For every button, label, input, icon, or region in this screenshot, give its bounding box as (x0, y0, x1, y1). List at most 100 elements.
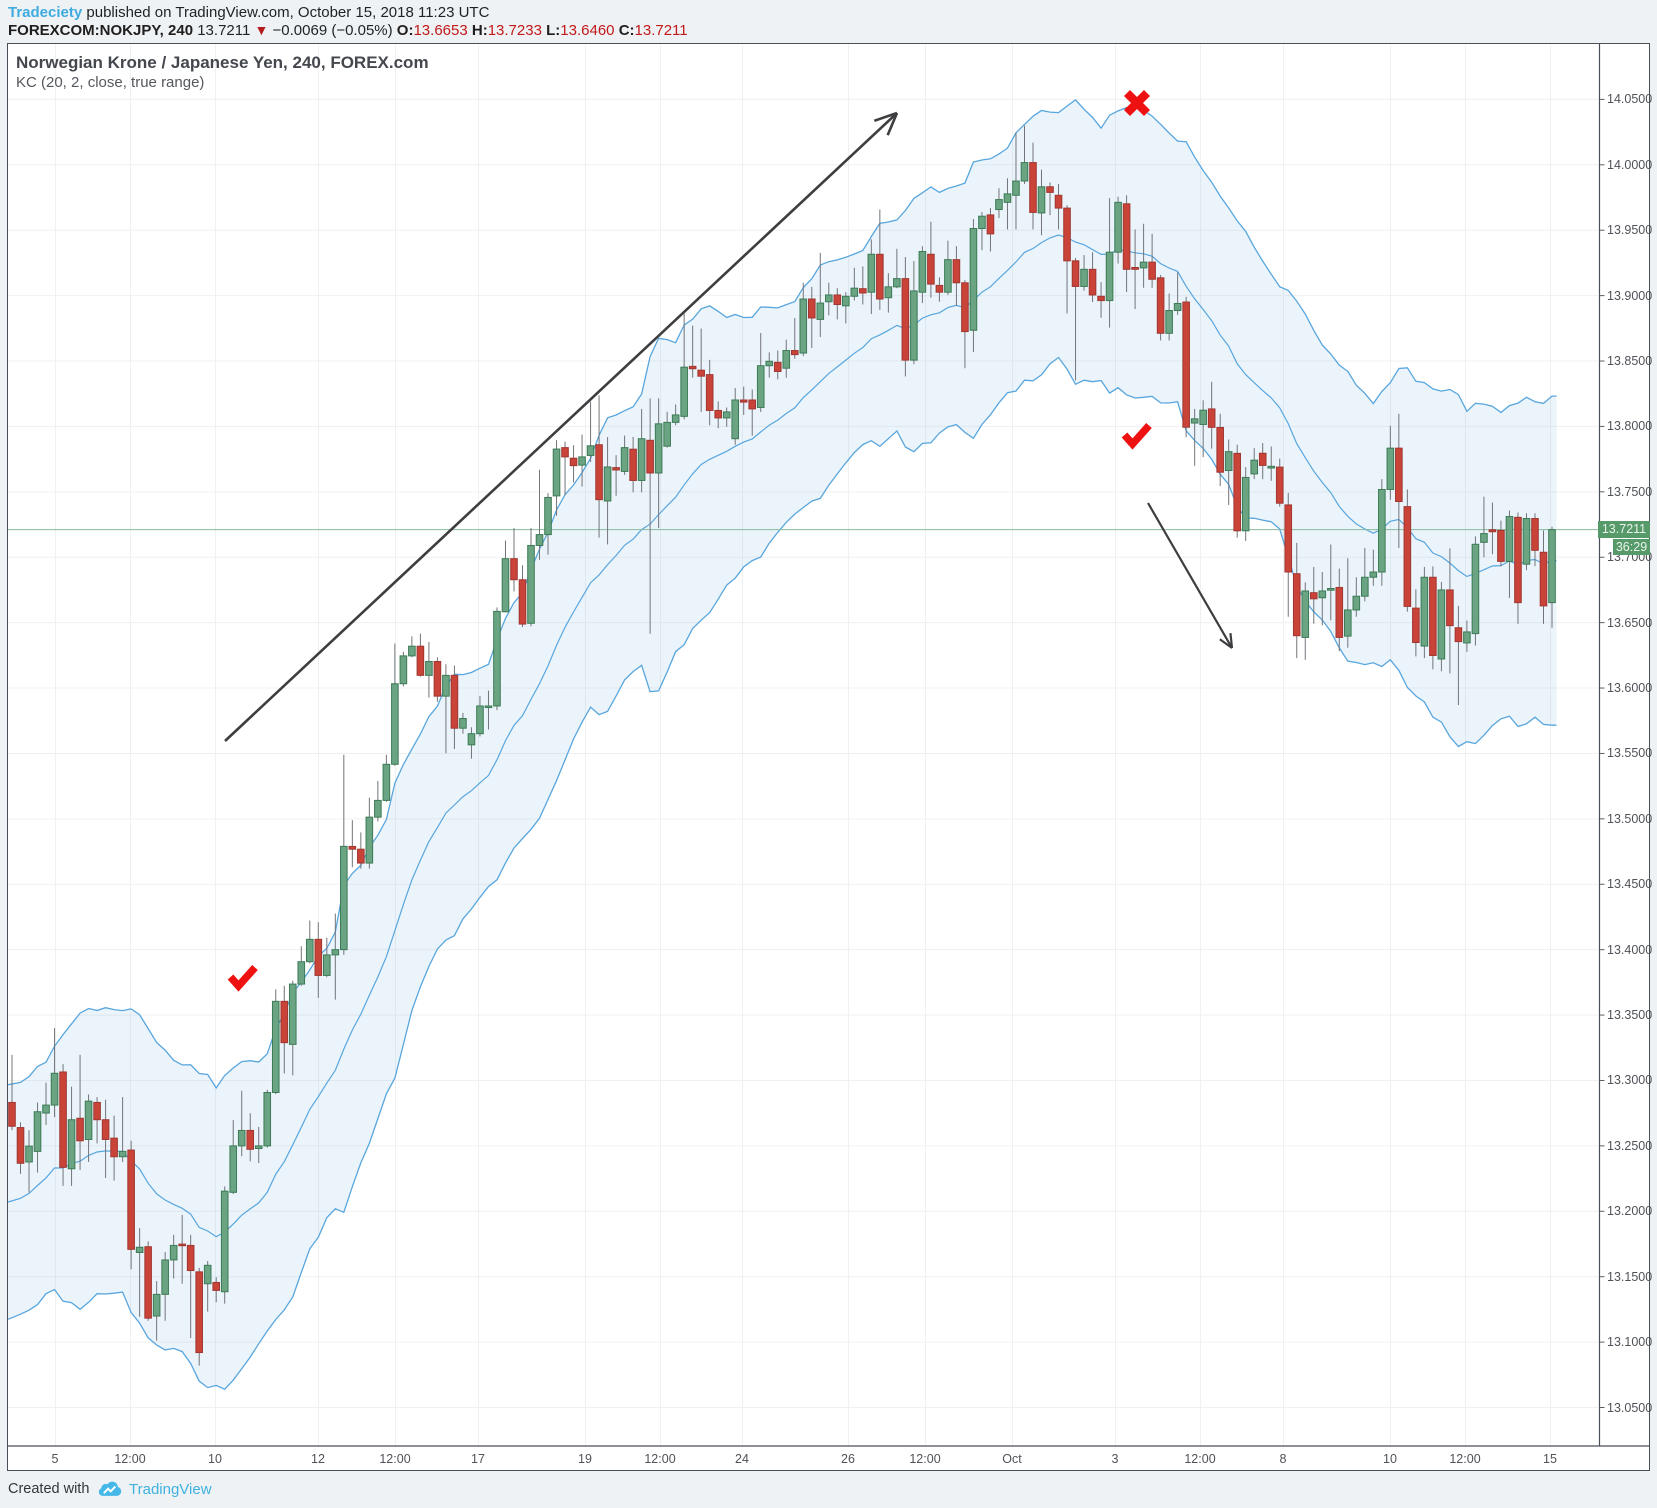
candle[interactable] (1190, 418, 1199, 424)
candle[interactable] (1420, 576, 1429, 647)
candle[interactable] (1386, 447, 1395, 490)
candle[interactable] (135, 1246, 144, 1253)
candle[interactable] (918, 251, 927, 293)
candle[interactable] (1437, 589, 1446, 660)
candle[interactable] (16, 1127, 25, 1164)
candle[interactable] (739, 399, 748, 403)
candle[interactable] (527, 544, 535, 624)
candle[interactable] (1139, 261, 1148, 269)
candle[interactable] (671, 414, 680, 423)
candle[interactable] (961, 282, 969, 333)
candle[interactable] (1207, 408, 1216, 428)
candle[interactable] (195, 1271, 203, 1354)
candle[interactable] (1148, 261, 1156, 280)
candle[interactable] (842, 295, 850, 307)
candle[interactable] (978, 215, 986, 230)
candle[interactable] (884, 286, 893, 299)
candle[interactable] (1505, 516, 1514, 562)
candle[interactable] (433, 660, 442, 697)
candle[interactable] (688, 365, 697, 370)
candle[interactable] (807, 298, 816, 319)
candle[interactable] (629, 448, 637, 481)
candle[interactable] (1446, 589, 1454, 627)
candle[interactable] (867, 253, 876, 293)
tradingview-brand-link[interactable]: TradingView (129, 1481, 212, 1498)
candle[interactable] (1480, 533, 1488, 543)
candle[interactable] (1531, 518, 1539, 551)
candle[interactable] (1454, 627, 1463, 643)
candle[interactable] (654, 423, 663, 474)
candle[interactable] (220, 1190, 229, 1293)
candle[interactable] (680, 366, 688, 417)
candle[interactable] (1020, 162, 1029, 182)
candle[interactable] (1369, 571, 1378, 578)
candle[interactable] (1497, 529, 1505, 562)
candle[interactable] (1258, 452, 1267, 466)
candle[interactable] (305, 938, 314, 963)
candle[interactable] (1284, 504, 1293, 573)
candle[interactable] (1267, 465, 1276, 469)
candle[interactable] (1292, 573, 1301, 637)
candle[interactable] (110, 1137, 118, 1158)
candle[interactable] (1250, 459, 1259, 475)
candle[interactable] (1318, 590, 1327, 599)
candle[interactable] (876, 253, 884, 300)
candle[interactable] (620, 447, 629, 472)
candle[interactable] (1548, 529, 1556, 604)
candle[interactable] (297, 961, 306, 985)
red-check-mark[interactable] (1121, 423, 1152, 450)
candle[interactable] (722, 411, 731, 419)
candle[interactable] (816, 302, 825, 320)
candle[interactable] (510, 558, 518, 581)
candle[interactable] (1403, 506, 1412, 607)
candle[interactable] (365, 816, 374, 864)
candle[interactable] (1046, 186, 1054, 193)
candle[interactable] (1326, 588, 1335, 591)
candle[interactable] (1395, 447, 1403, 503)
candle[interactable] (1514, 516, 1522, 604)
candle[interactable] (42, 1104, 50, 1114)
candle[interactable] (612, 467, 620, 471)
candle[interactable] (484, 705, 493, 709)
candle[interactable] (1224, 451, 1233, 472)
candle[interactable] (237, 1129, 246, 1147)
candle[interactable] (442, 674, 450, 697)
candle[interactable] (501, 558, 510, 613)
candle[interactable] (152, 1293, 161, 1317)
candle[interactable] (493, 610, 501, 707)
candle[interactable] (271, 1000, 280, 1094)
candle[interactable] (731, 399, 740, 440)
candle[interactable] (1054, 194, 1063, 209)
candle[interactable] (408, 645, 416, 657)
candle[interactable] (382, 763, 391, 801)
candle[interactable] (1344, 609, 1352, 637)
candle[interactable] (756, 365, 765, 408)
candle[interactable] (76, 1117, 84, 1142)
candle[interactable] (944, 259, 952, 293)
candle[interactable] (67, 1119, 76, 1170)
candle[interactable] (1122, 203, 1131, 270)
candle[interactable] (416, 645, 425, 676)
downtrend-arrow[interactable] (1147, 502, 1234, 649)
candle[interactable] (84, 1100, 93, 1140)
candle[interactable] (1182, 301, 1190, 428)
candle[interactable] (467, 733, 476, 746)
candle[interactable] (1275, 466, 1284, 504)
candle[interactable] (1173, 302, 1182, 312)
candle[interactable] (1063, 207, 1071, 262)
candle[interactable] (476, 705, 484, 735)
candle[interactable] (178, 1243, 186, 1247)
candle[interactable] (59, 1071, 67, 1168)
candle[interactable] (280, 1000, 289, 1044)
candle[interactable] (1012, 180, 1020, 196)
candle[interactable] (186, 1244, 195, 1272)
candle[interactable] (450, 674, 459, 729)
candle[interactable] (1097, 295, 1105, 302)
candle[interactable] (288, 983, 297, 1045)
candle[interactable] (1463, 631, 1471, 644)
candle[interactable] (1199, 409, 1207, 425)
candle[interactable] (714, 409, 722, 419)
candle[interactable] (1165, 310, 1173, 334)
candle[interactable] (544, 496, 552, 536)
candle[interactable] (331, 949, 340, 956)
